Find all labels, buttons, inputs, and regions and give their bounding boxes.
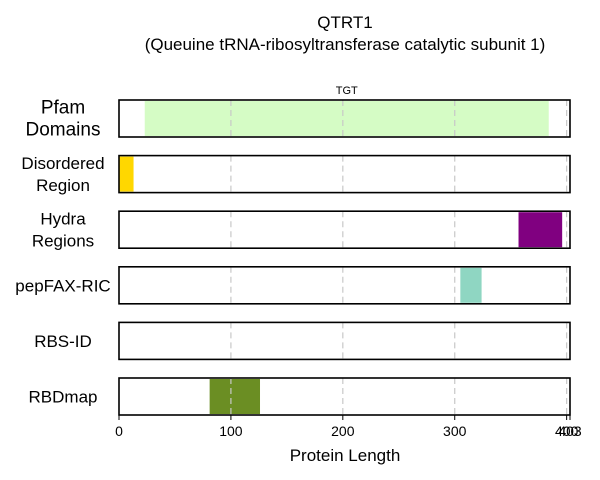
feature-label: TGT: [336, 85, 358, 97]
track-label: Regions: [32, 232, 94, 251]
track-background: [119, 211, 570, 249]
feature-bar: [209, 379, 261, 414]
feature-bar: [144, 101, 549, 136]
track-frame: [118, 210, 571, 249]
track-background: [119, 378, 570, 415]
track-frame: [118, 321, 571, 361]
track-label: pepFAX-RIC: [15, 276, 110, 295]
x-tick-label: 200: [331, 423, 355, 439]
track-label: Region: [36, 176, 90, 195]
x-tick-label: 0: [115, 423, 123, 439]
x-tick-label: 300: [443, 423, 467, 439]
track-background: [119, 266, 570, 304]
track-frame: [118, 265, 571, 305]
track-background: [119, 322, 570, 360]
feature-bar: [460, 267, 482, 303]
chart-title: QTRT1: [317, 13, 372, 32]
chart-subtitle: (Queuine tRNA-ribosyltransferase catalyt…: [145, 35, 546, 54]
track-background: [119, 155, 570, 193]
feature-bar: [518, 212, 563, 248]
track-frame: [118, 154, 571, 194]
track-label: Domains: [26, 120, 101, 141]
track-frame: [118, 99, 571, 138]
track-label: Disordered: [21, 154, 104, 173]
track-label: RBS-ID: [34, 332, 92, 351]
track-label: Pfam: [41, 98, 85, 119]
feature-bar: [119, 156, 134, 192]
x-axis-label: Protein Length: [290, 446, 401, 465]
x-tick-label: 400: [555, 423, 579, 439]
grid-layer: [230, 100, 568, 415]
track-frame: [118, 377, 571, 416]
track-label: RBDmap: [29, 388, 98, 407]
x-tick-label: 100: [219, 423, 243, 439]
track-label: Hydra: [40, 210, 86, 229]
x-tick-label: 403: [558, 423, 582, 439]
